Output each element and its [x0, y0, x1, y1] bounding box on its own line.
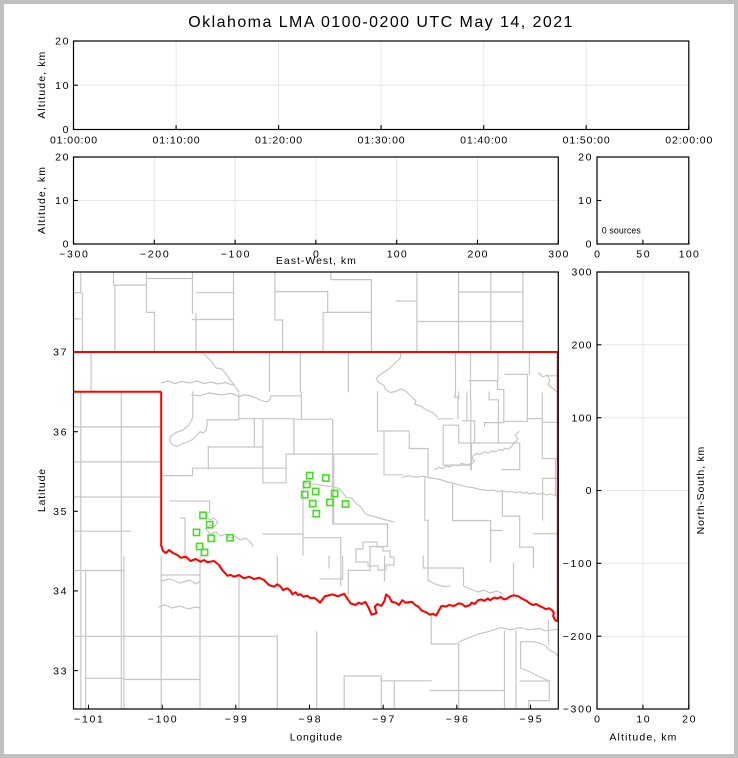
svg-text:−100: −100	[563, 558, 592, 570]
svg-text:100: 100	[387, 248, 407, 260]
svg-text:Latitude: Latitude	[36, 469, 48, 512]
svg-text:300: 300	[572, 267, 592, 279]
svg-text:−100: −100	[221, 248, 250, 260]
svg-text:10: 10	[55, 195, 69, 207]
svg-text:10: 10	[578, 195, 592, 207]
svg-text:37: 37	[53, 347, 67, 359]
svg-text:01:10:00: 01:10:00	[153, 134, 200, 146]
svg-text:01:50:00: 01:50:00	[563, 134, 610, 146]
svg-text:01:00:00: 01:00:00	[50, 134, 97, 146]
svg-text:0: 0	[63, 124, 69, 136]
svg-text:−101: −101	[74, 713, 103, 725]
svg-text:Altitude, km: Altitude, km	[36, 51, 48, 118]
svg-text:01:30:00: 01:30:00	[358, 134, 405, 146]
svg-text:10: 10	[55, 80, 69, 92]
svg-text:0: 0	[594, 713, 600, 725]
svg-text:20: 20	[682, 713, 696, 725]
svg-text:−96: −96	[446, 713, 468, 725]
svg-text:100: 100	[679, 248, 699, 260]
svg-text:300: 300	[548, 248, 568, 260]
svg-text:200: 200	[468, 248, 488, 260]
svg-text:−100: −100	[148, 713, 177, 725]
svg-text:20: 20	[55, 36, 69, 48]
svg-text:−200: −200	[563, 631, 592, 643]
svg-text:33: 33	[53, 665, 67, 677]
svg-text:−99: −99	[225, 713, 247, 725]
svg-text:01:20:00: 01:20:00	[255, 134, 302, 146]
svg-text:Oklahoma LMA 0100-0200 UTC May: Oklahoma LMA 0100-0200 UTC May 14, 2021	[188, 14, 574, 31]
svg-text:100: 100	[572, 412, 592, 424]
svg-text:20: 20	[55, 152, 69, 164]
svg-text:10: 10	[636, 713, 650, 725]
svg-text:0: 0	[313, 248, 319, 260]
svg-text:01:40:00: 01:40:00	[460, 134, 507, 146]
svg-text:−97: −97	[372, 713, 394, 725]
svg-text:50: 50	[636, 248, 650, 260]
svg-text:34: 34	[53, 586, 67, 598]
svg-text:−98: −98	[298, 713, 320, 725]
svg-text:0 sources: 0 sources	[602, 226, 642, 236]
svg-text:0: 0	[594, 248, 600, 260]
svg-text:Altitude, km: Altitude, km	[36, 167, 48, 234]
svg-text:East-West, km: East-West, km	[276, 255, 356, 267]
svg-text:Altitude, km: Altitude, km	[609, 732, 676, 744]
svg-text:−95: −95	[519, 713, 541, 725]
svg-text:200: 200	[572, 340, 592, 352]
svg-text:35: 35	[53, 506, 67, 518]
svg-text:North-South, km: North-South, km	[695, 446, 707, 534]
svg-text:−200: −200	[140, 248, 169, 260]
svg-text:0: 0	[63, 239, 69, 251]
svg-text:Longitude: Longitude	[290, 732, 343, 744]
svg-text:36: 36	[53, 426, 67, 438]
svg-text:0: 0	[586, 239, 592, 251]
svg-text:0: 0	[586, 485, 592, 497]
svg-text:02:00:00: 02:00:00	[665, 134, 712, 146]
svg-text:20: 20	[578, 152, 592, 164]
svg-text:−300: −300	[563, 704, 592, 716]
